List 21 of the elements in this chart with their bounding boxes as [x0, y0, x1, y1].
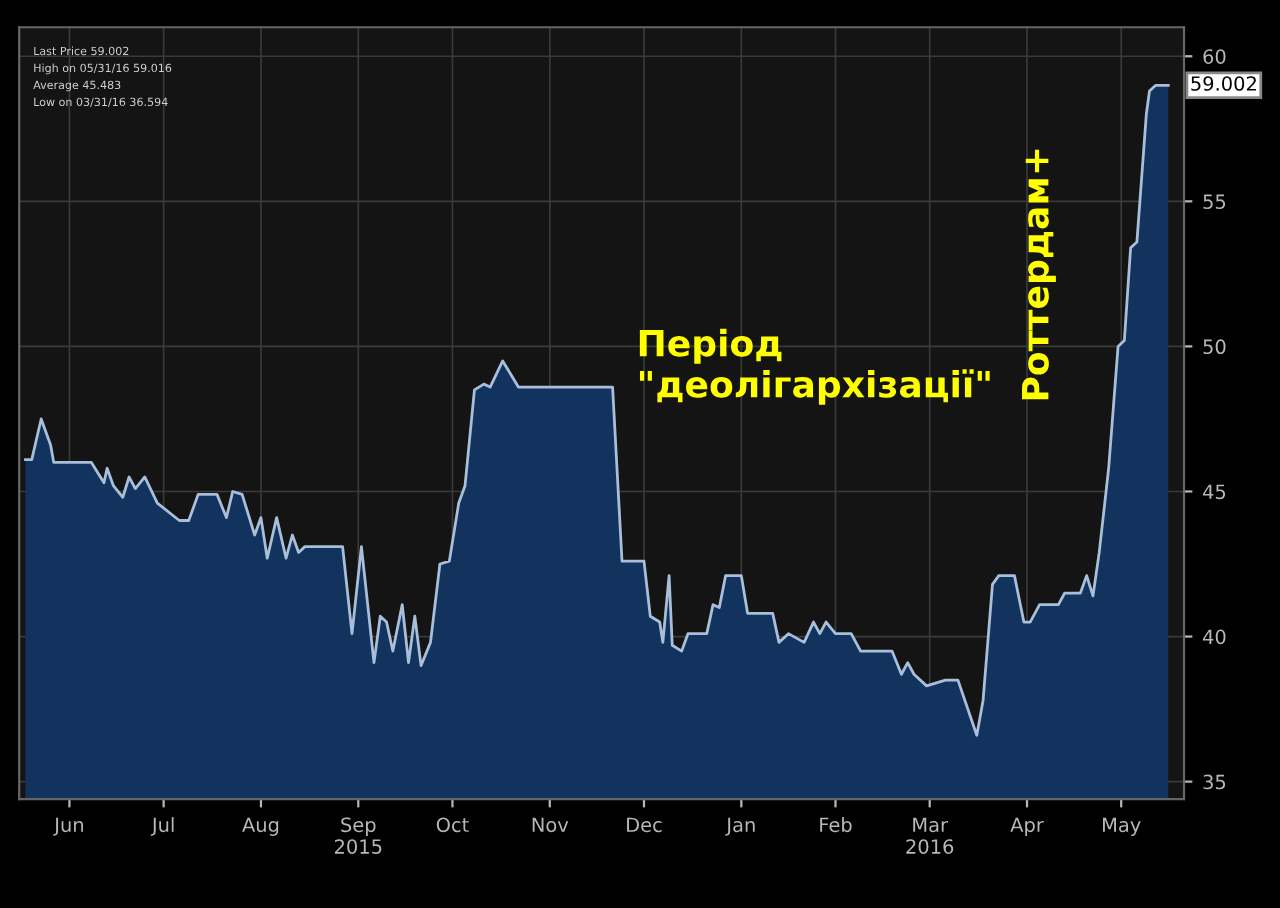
x-tick-label: Jan: [725, 817, 755, 836]
y-tick-label: 45: [1203, 484, 1226, 500]
x-tick-label: Apr: [1010, 817, 1044, 836]
y-tick-label: 40: [1203, 629, 1226, 645]
x-tick-label: Sep 2015: [334, 817, 382, 854]
annotation: 59.002: [1191, 76, 1256, 91]
y-tick-label: 35: [1203, 774, 1226, 790]
x-tick-label: Dec: [627, 817, 662, 833]
y-tick-label: 55: [1203, 194, 1226, 209]
x-tick-label: Nov: [532, 817, 569, 833]
y-tick-label: 50: [1203, 339, 1226, 355]
x-tick-label: Aug: [242, 817, 279, 836]
annotation: Роттердам+: [1022, 149, 1056, 400]
x-tick-label: Jun: [53, 817, 83, 836]
y-tick-label: 60: [1203, 49, 1226, 64]
x-tick-label: Feb: [820, 817, 852, 833]
x-tick-label: Oct: [436, 817, 469, 833]
annotation: Період "деолігархізації": [639, 328, 990, 405]
x-tick-label: Jul: [150, 817, 174, 836]
x-tick-label: Mar 2016: [906, 817, 954, 854]
x-tick-label: May: [1103, 817, 1141, 836]
